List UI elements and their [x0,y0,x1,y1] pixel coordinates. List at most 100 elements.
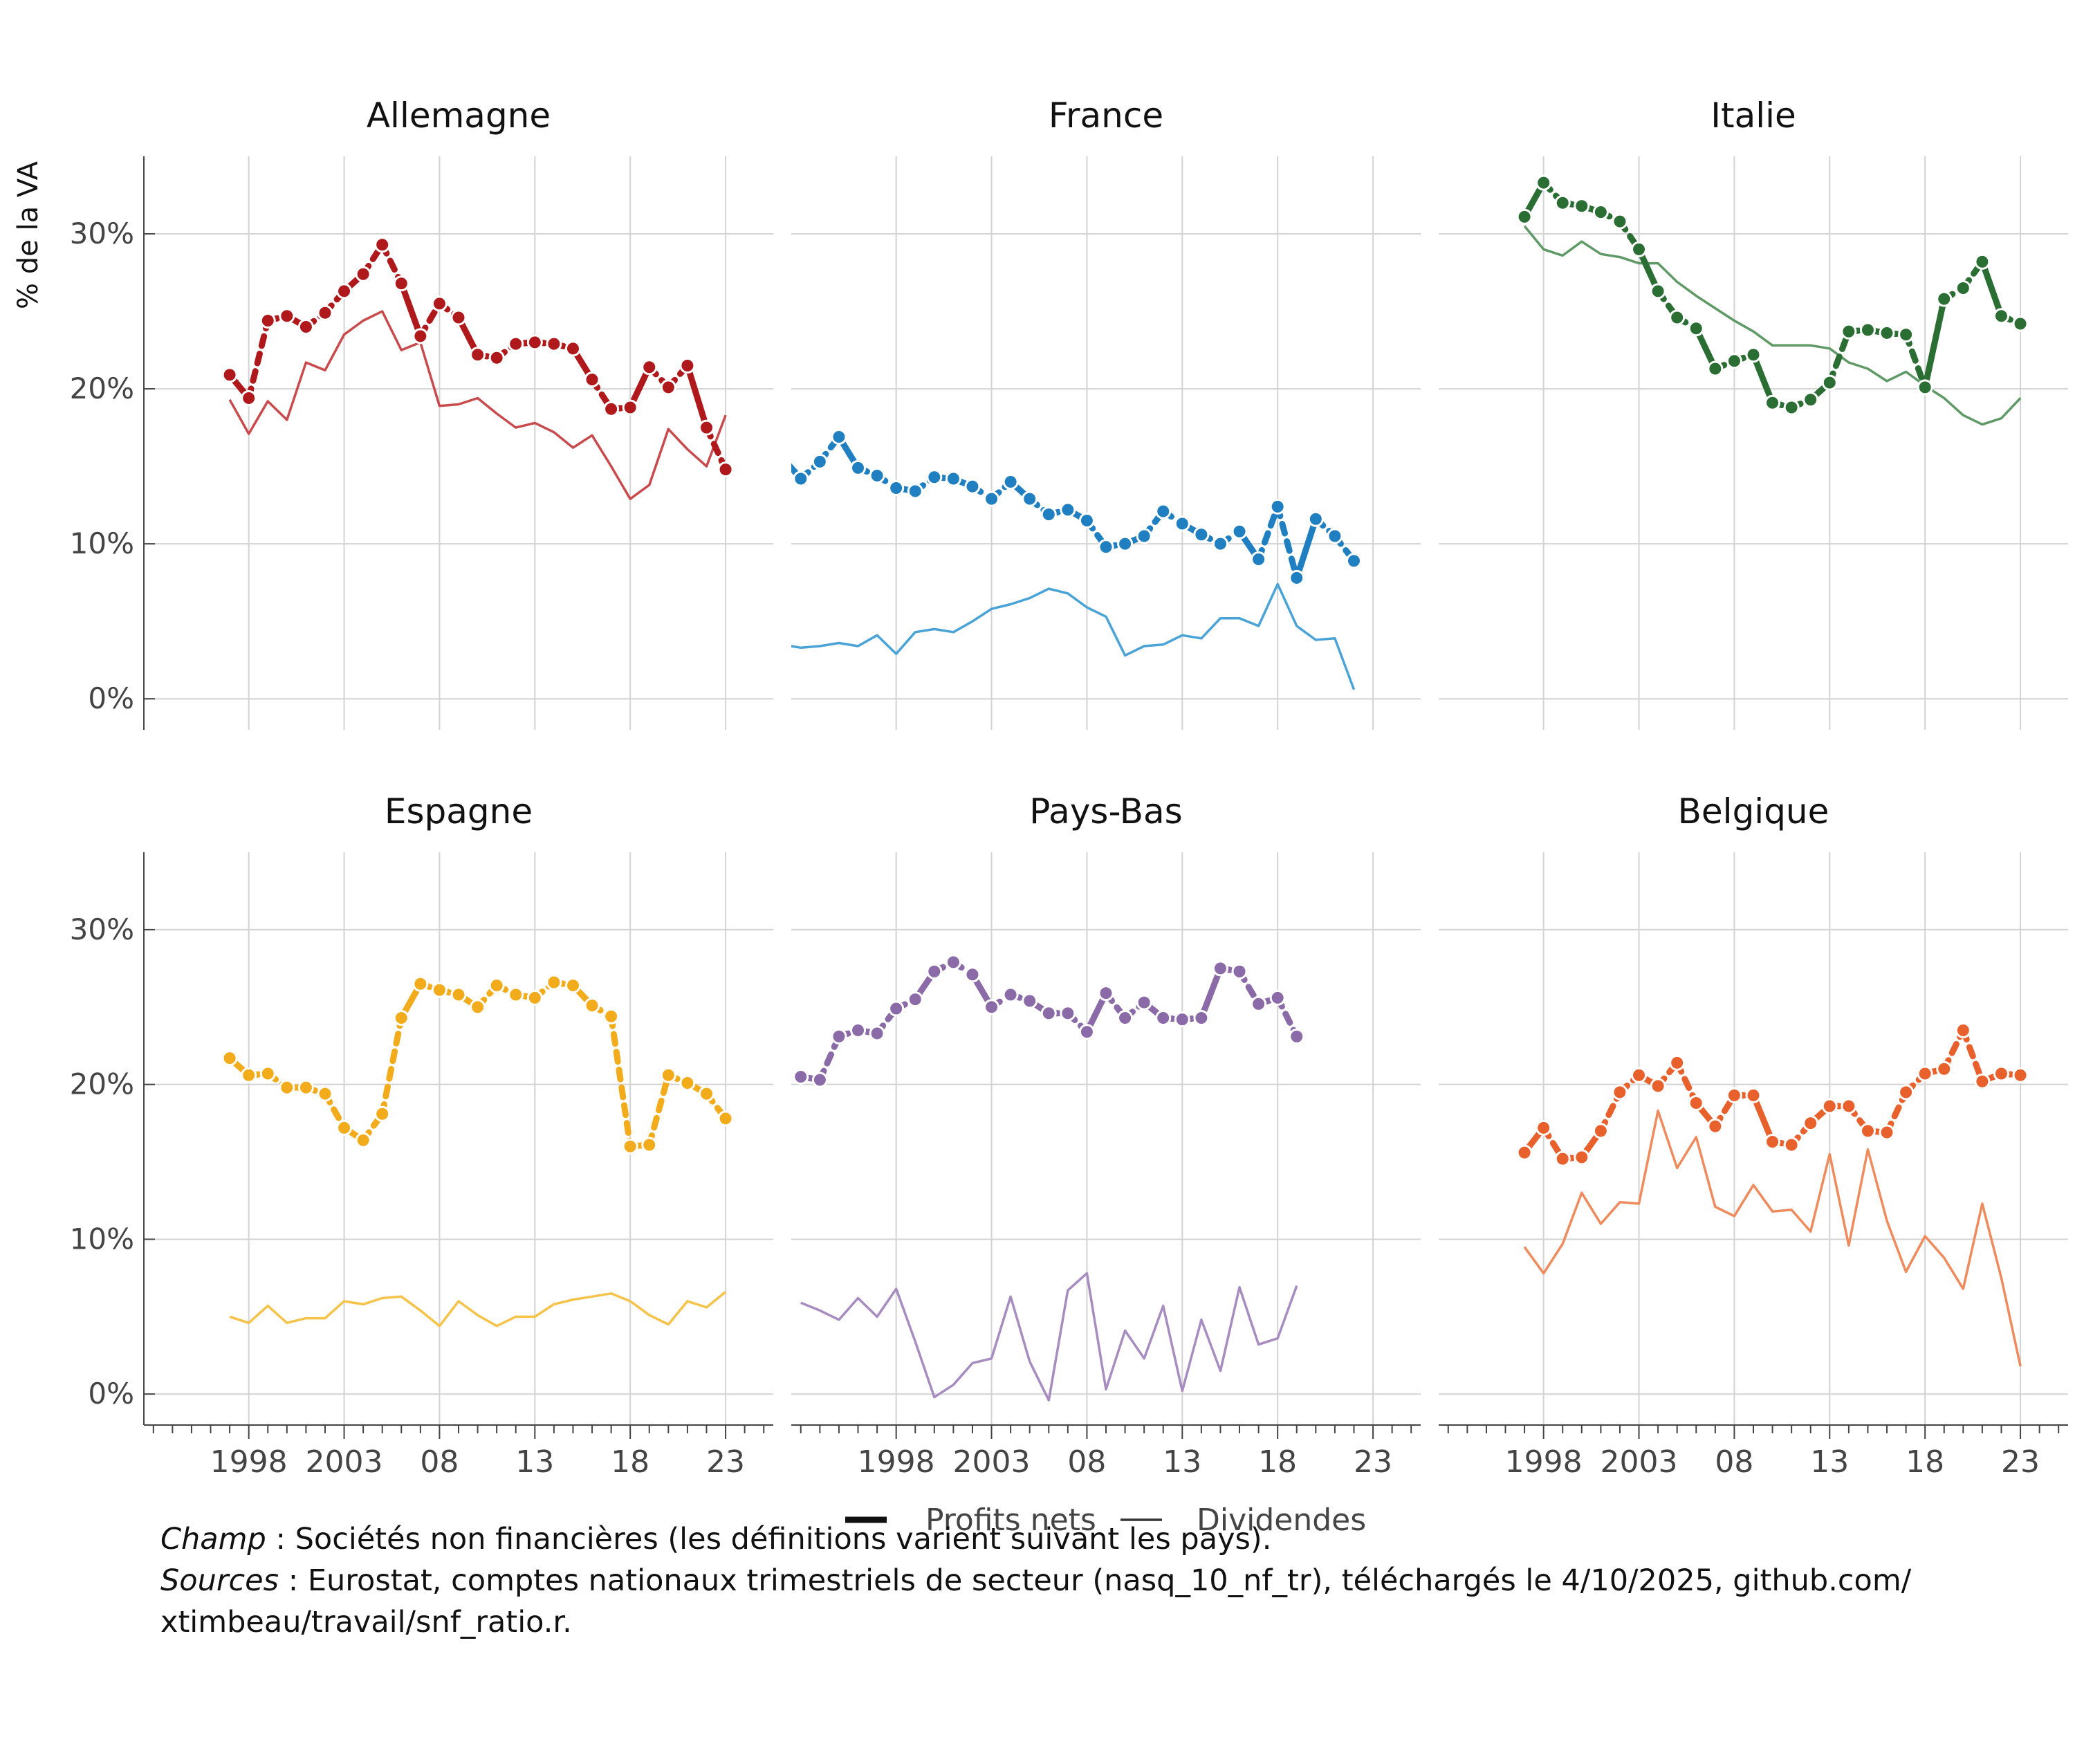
profits-point [355,266,371,282]
caption-sources-label: Sources [160,1563,279,1598]
profits-point [907,991,923,1008]
profits-point [584,998,600,1014]
profits-point [869,1025,885,1042]
profits-segment [1959,1027,1986,1085]
x-tick-label: 23 [1354,1444,1392,1480]
profits-point [1269,498,1286,515]
profits-point [508,986,524,1003]
x-tick-label: 13 [1810,1444,1849,1480]
profits-point [1993,1065,2009,1082]
profits-point [1269,989,1286,1006]
panel-pays-bas: Pays-Bas 1998 2003 08 13 18 23 [791,791,1421,1480]
profits-point [1726,353,1742,369]
profits-point [297,318,314,335]
profits-point [717,461,734,478]
profits-segment [1921,295,1948,391]
profits-series [1516,174,2029,416]
profits-point [393,1009,409,1026]
profits-point [831,429,847,445]
profits-point [259,1065,276,1082]
profits-segment [379,1014,405,1117]
profits-point [450,309,467,326]
profits-segment [1750,1092,1776,1145]
profits-point [1612,213,1628,230]
profits-point [1841,1098,1857,1114]
gridlines [144,852,773,1425]
y-tick-label: 10% [70,1222,134,1256]
profits-point [1650,283,1666,300]
profits-point [1174,515,1190,532]
profits-point [1554,194,1571,211]
profits-point [660,379,676,396]
profits-point [1574,1149,1590,1166]
profits-point [984,999,1000,1016]
profits-point [1136,528,1152,544]
profits-point [1251,995,1267,1012]
profits-point [470,347,486,363]
profits-point [1898,1084,1915,1101]
profits-point [1536,1119,1552,1136]
profits-point [1289,1028,1305,1045]
profits-point [1193,1009,1210,1026]
profits-point [297,1079,314,1096]
profits-point [1136,994,1152,1011]
profits-point [1117,1009,1134,1026]
profits-point [1078,513,1095,529]
gridlines [791,852,1421,1425]
profits-point [811,453,828,470]
profits-point [564,340,581,357]
profits-point [603,401,620,417]
profits-point [1592,204,1609,221]
profits-point [1098,539,1114,555]
profits-point [450,986,467,1003]
x-tick-label: 18 [1258,1444,1297,1480]
profits-point [679,1074,696,1091]
profits-point [926,469,943,486]
x-tick-label: 1998 [858,1444,935,1480]
profits-series [1516,1022,2029,1167]
profits-point [1002,986,1019,1003]
profits-point [1707,1118,1724,1134]
profits-point [1993,308,2009,324]
x-tick-label: 23 [706,1444,745,1480]
dividendes-line [228,310,727,500]
profits-point [1898,327,1915,343]
profits-point [2012,315,2029,332]
profits-point [717,1110,734,1127]
profits-series [221,237,734,478]
y-tick-label: 10% [70,526,134,560]
profits-point [431,982,448,998]
profits-point [1764,394,1781,411]
profits-point [1955,279,1971,296]
profits-point [526,989,543,1006]
profits-point [1783,1137,1800,1153]
y-tick-label: 20% [70,1067,134,1101]
panel-title: Italie [1710,95,1796,136]
profits-point [1669,1054,1686,1071]
panel-title: Belgique [1678,791,1829,832]
profits-point [546,336,562,352]
profits-point [336,283,353,300]
profits-point [1974,1073,1991,1090]
profits-series [221,974,734,1155]
profits-point [1631,1067,1648,1083]
profits-point [1040,1005,1057,1022]
profits-point [1688,1095,1704,1112]
profits-point [1516,208,1533,225]
profits-point [850,1022,867,1038]
x-tick-label: 18 [611,1444,649,1480]
profits-point [546,974,562,991]
profits-point [641,1137,658,1153]
legend: Profits nets Dividendes [845,1503,1366,1538]
dividendes-line [791,582,1356,690]
profits-point [1212,535,1228,552]
profits-point [1327,528,1343,544]
profits-segment [1903,331,1928,391]
profits-point [831,1028,847,1045]
x-tick-label: 13 [515,1444,554,1480]
panel-belgique: Belgique 1998 2003 08 13 18 23 [1439,791,2068,1480]
profits-point [1955,1022,1971,1038]
profits-point [1536,174,1552,191]
profits-segment [1274,503,1300,581]
